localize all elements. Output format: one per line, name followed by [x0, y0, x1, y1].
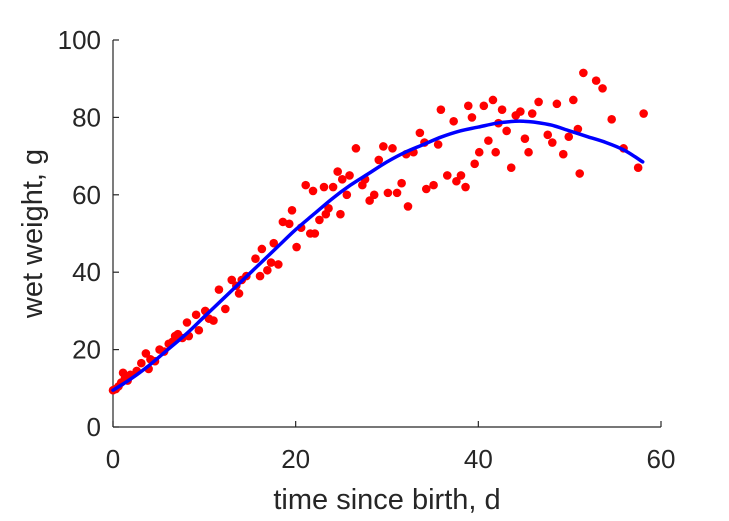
data-point — [263, 265, 272, 275]
data-point — [491, 147, 500, 157]
x-ticks: 0 20 40 60 — [106, 421, 676, 474]
data-point — [221, 304, 230, 314]
data-point — [564, 132, 574, 142]
data-point — [255, 271, 265, 281]
data-point — [467, 113, 477, 122]
data-point — [639, 109, 648, 118]
data-point — [543, 130, 553, 140]
data-point — [310, 229, 320, 238]
data-point — [234, 289, 244, 298]
data-point — [429, 180, 438, 190]
data-point — [527, 109, 537, 118]
data-point — [497, 105, 507, 114]
data-point — [633, 163, 643, 173]
data-point — [227, 275, 237, 285]
data-point — [461, 182, 470, 192]
data-point — [137, 358, 146, 368]
data-point — [301, 180, 311, 190]
y-axis-label: wet weight, g — [17, 149, 49, 319]
y-tick-label: 40 — [72, 257, 101, 287]
data-point — [374, 155, 384, 165]
data-point — [392, 188, 402, 198]
data-point — [308, 186, 318, 196]
data-point — [484, 136, 493, 145]
data-point — [474, 147, 484, 157]
data-point — [397, 178, 406, 188]
data-point — [336, 209, 345, 219]
data-point — [194, 325, 204, 335]
y-ticks: 0 20 40 60 80 100 — [58, 25, 119, 442]
data-point — [337, 175, 347, 184]
data-point — [449, 116, 458, 126]
data-point — [452, 176, 461, 186]
y-tick-label: 0 — [87, 412, 101, 442]
data-point — [598, 84, 607, 93]
data-point — [534, 97, 543, 107]
data-point — [324, 204, 333, 213]
data-point — [506, 163, 516, 173]
data-point — [569, 95, 578, 105]
data-point — [333, 167, 342, 176]
data-point — [328, 182, 338, 192]
data-point — [479, 101, 489, 111]
y-tick-label: 60 — [72, 180, 101, 210]
data-point — [292, 242, 301, 252]
x-tick-label: 40 — [464, 444, 493, 474]
data-point — [552, 99, 562, 109]
data-point — [591, 76, 601, 85]
data-point — [251, 254, 260, 263]
data-point — [191, 310, 201, 320]
data-point — [315, 215, 324, 225]
data-point — [421, 184, 431, 194]
axes: 0 20 40 60 0 20 40 60 80 100 — [58, 25, 676, 474]
data-point — [558, 149, 568, 159]
data-point — [488, 95, 498, 105]
data-point — [403, 202, 413, 211]
data-point — [182, 318, 192, 327]
data-point — [383, 188, 393, 198]
data-point — [269, 238, 279, 248]
data-point — [575, 169, 585, 178]
data-point — [342, 190, 352, 200]
data-point — [287, 205, 297, 215]
data-point — [257, 244, 267, 254]
data-point — [379, 142, 388, 151]
data-point — [470, 159, 479, 169]
y-tick-label: 80 — [72, 102, 101, 132]
data-point — [274, 260, 283, 269]
data-point — [365, 196, 374, 205]
data-point — [209, 316, 218, 325]
data-point — [266, 258, 276, 267]
data-point — [516, 107, 525, 116]
y-tick-label: 20 — [72, 335, 101, 365]
data-point — [345, 171, 354, 180]
data-point — [463, 101, 473, 111]
data-point — [284, 219, 294, 229]
data-point — [548, 138, 557, 147]
data-point — [319, 182, 329, 192]
fit-curve — [111, 119, 645, 392]
data-point — [141, 349, 151, 358]
data-point — [388, 144, 397, 153]
y-tick-label: 100 — [58, 25, 101, 55]
data-point — [214, 285, 224, 294]
x-axis-label: time since birth, d — [273, 484, 500, 516]
data-point — [456, 171, 466, 180]
data-point — [415, 128, 425, 138]
data-point — [442, 171, 452, 180]
x-tick-label: 0 — [106, 444, 120, 474]
data-point — [369, 190, 379, 200]
data-point — [607, 115, 616, 124]
data-points — [108, 68, 648, 395]
x-tick-label: 60 — [647, 444, 676, 474]
data-point — [520, 134, 530, 143]
data-point — [433, 140, 443, 149]
data-point — [502, 126, 511, 136]
data-point — [524, 147, 533, 157]
data-point — [436, 105, 446, 114]
data-point — [351, 144, 361, 153]
x-tick-label: 20 — [281, 444, 310, 474]
data-point — [579, 68, 588, 78]
